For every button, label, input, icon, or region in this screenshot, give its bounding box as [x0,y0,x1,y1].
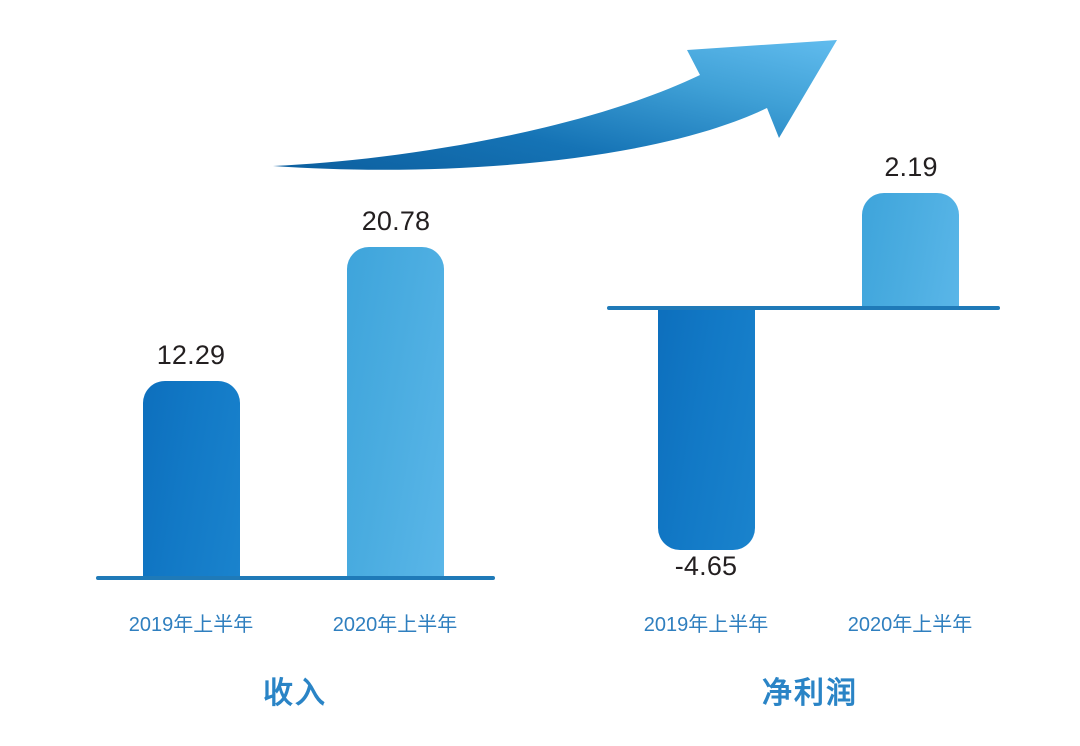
group-title-net-profit: 净利润 [762,677,858,710]
axis-baseline-net-profit [607,306,1000,310]
category-label-revenue-2020: 2020年上半年 [332,614,458,636]
value-label-revenue-2019: 12.29 [156,340,226,370]
chart-revenue: 12.29 20.78 2019年上半年 2020年上半年 收入 [60,150,530,710]
group-title-revenue: 收入 [263,677,327,710]
value-label-profit-2020: 2.19 [884,152,938,182]
category-label-profit-2019: 2019年上半年 [643,614,769,636]
axis-baseline-revenue [96,576,495,580]
plot-area-revenue: 12.29 20.78 2019年上半年 2020年上半年 [60,150,530,636]
bar-profit-2019[interactable] [658,308,755,550]
value-label-revenue-2020: 20.78 [361,206,431,236]
plot-area-net-profit: 2.19 -4.65 2019年上半年 2020年上半年 [575,150,1045,636]
bar-revenue-2019[interactable] [143,381,240,576]
chart-net-profit: 2.19 -4.65 2019年上半年 2020年上半年 净利润 [575,150,1045,710]
bar-revenue-2020[interactable] [347,247,444,576]
category-label-profit-2020: 2020年上半年 [847,614,973,636]
category-label-revenue-2019: 2019年上半年 [128,614,254,636]
value-label-profit-2019: -4.65 [674,551,738,581]
bar-profit-2020[interactable] [862,193,959,306]
